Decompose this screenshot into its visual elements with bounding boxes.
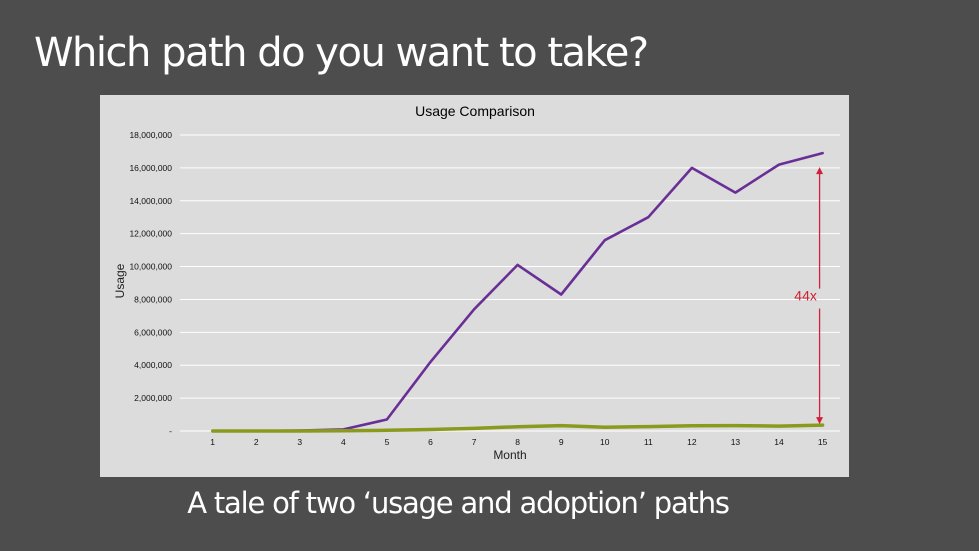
data-point: [691, 167, 693, 169]
x-tick-label: 10: [600, 437, 610, 447]
usage-comparison-chart: - 2,000,000 4,000,000 6,000,000 8,000,000 10,…: [100, 95, 849, 477]
data-point: [473, 308, 475, 311]
x-tick-label: 14: [774, 437, 784, 447]
x-tick-label: 11: [644, 437, 653, 447]
y-tick-label: 10,000,000: [129, 262, 172, 272]
data-point: [734, 191, 737, 194]
data-point: [778, 425, 780, 427]
data-point: [603, 426, 606, 429]
x-axis-label: Month: [493, 448, 526, 462]
data-point: [821, 152, 824, 154]
x-tick-label: 9: [559, 437, 564, 447]
x-tick-label: 15: [818, 437, 828, 447]
x-tick-label: 13: [731, 437, 741, 447]
gridlines: [180, 134, 840, 432]
x-tick-label: 12: [687, 437, 697, 447]
data-point: [560, 424, 562, 427]
data-point: [211, 430, 214, 432]
x-tick-label: 3: [297, 437, 302, 447]
chart-title: Usage Comparison: [415, 103, 535, 119]
series-line-1: [211, 151, 824, 433]
y-axis-ticks: - 2,000,000 4,000,000 6,000,000 8,000,000 10,…: [129, 130, 172, 436]
data-point: [429, 361, 432, 363]
data-point: [386, 418, 388, 421]
slide-title: Which path do you want to take?: [34, 30, 649, 76]
data-point: [647, 216, 650, 219]
data-point: [734, 424, 737, 427]
x-tick-label: 6: [428, 437, 433, 447]
data-point: [473, 427, 475, 430]
data-point: [603, 239, 606, 242]
annotations: 44x: [794, 167, 824, 425]
y-tick-label: 4,000,000: [134, 360, 172, 370]
slide-subtitle: A tale of two ‘usage and adoption’ paths: [187, 486, 730, 520]
callout-arrowhead-top: [816, 167, 824, 175]
data-point: [516, 425, 519, 428]
x-tick-label: 8: [515, 437, 520, 447]
data-point: [299, 430, 301, 432]
x-tick-label: 7: [472, 437, 477, 447]
x-tick-label: 2: [254, 437, 259, 447]
data-point: [821, 424, 824, 426]
callout-label: 44x: [794, 288, 817, 304]
y-tick-label: 12,000,000: [129, 229, 172, 239]
data-point: [386, 429, 388, 432]
data-point: [429, 428, 432, 431]
y-tick-label: 8,000,000: [134, 294, 172, 304]
chart-canvas: - 2,000,000 4,000,000 6,000,000 8,000,000 10,…: [113, 103, 840, 462]
x-tick-label: 5: [385, 437, 390, 447]
y-tick-label: 14,000,000: [129, 196, 172, 206]
data-point: [647, 425, 650, 428]
callout-arrowhead-bottom: [816, 417, 824, 425]
data-point: [691, 424, 693, 427]
data-point: [778, 163, 780, 166]
x-tick-label: 1: [210, 437, 215, 447]
series-lines: [210, 151, 825, 433]
y-tick-label: 6,000,000: [134, 327, 172, 337]
y-axis-label: Usage: [113, 263, 127, 298]
x-axis-ticks: 1 2 3 4 5 6 7 8 9 10 11 12 13 14 15: [210, 437, 827, 447]
y-tick-label: 16,000,000: [129, 163, 172, 173]
y-tick-label: -: [169, 426, 172, 436]
x-tick-label: 4: [341, 437, 346, 447]
y-tick-label: 2,000,000: [134, 393, 172, 403]
y-tick-label: 18,000,000: [129, 130, 172, 140]
data-point: [255, 430, 258, 432]
data-point: [342, 429, 345, 432]
data-point: [516, 264, 519, 266]
data-point: [560, 293, 562, 296]
